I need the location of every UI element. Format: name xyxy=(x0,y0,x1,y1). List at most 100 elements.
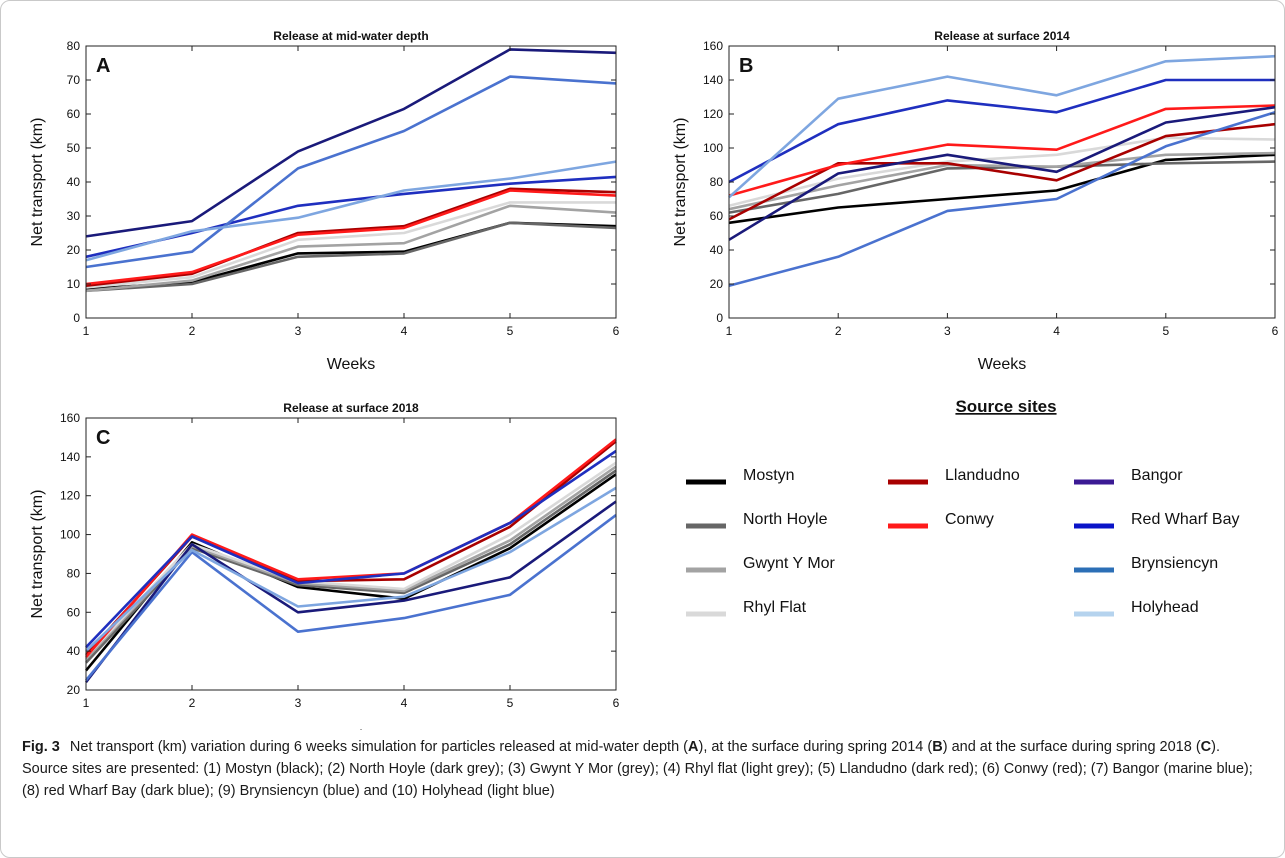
x-tick-label: 4 xyxy=(401,696,408,710)
y-axis-label: Net transport (km) xyxy=(672,118,689,247)
panel-letter: C xyxy=(96,427,110,449)
series-line xyxy=(728,151,1276,211)
legend: Source sites Mostyn North Hoyle Gwynt Y Mo… xyxy=(686,397,1239,617)
caption-fragment: ). Source sites are presented: (1) Mosty… xyxy=(22,739,1253,799)
x-tick-label: 1 xyxy=(726,324,733,338)
panel-title: Release at mid-water depth xyxy=(273,29,428,43)
caption-fragment: ), at the surface during spring 2014 ( xyxy=(698,739,933,755)
y-tick-label: 20 xyxy=(67,683,81,697)
legend-label: Holyhead xyxy=(1131,599,1199,616)
series-line xyxy=(85,221,617,293)
x-tick-label: 6 xyxy=(613,324,620,338)
panel-letter: B xyxy=(739,55,753,77)
x-axis-label: Weeks xyxy=(978,356,1027,373)
series-line xyxy=(728,105,1276,241)
series-line xyxy=(85,449,617,649)
legend-label: Conwy xyxy=(945,511,994,528)
x-axis-label: Weeks xyxy=(327,356,376,373)
y-tick-label: 60 xyxy=(67,107,81,121)
x-tick-label: 1 xyxy=(83,696,90,710)
y-tick-label: 20 xyxy=(67,243,81,257)
figure-charts: Release at mid-water depth01020304050607… xyxy=(29,29,1279,730)
y-tick-label: 60 xyxy=(67,605,81,619)
x-tick-label: 5 xyxy=(507,324,514,338)
x-tick-label: 4 xyxy=(1053,324,1060,338)
series-line xyxy=(85,187,617,287)
series-line xyxy=(728,160,1276,214)
series-line xyxy=(85,486,617,653)
y-tick-label: 120 xyxy=(703,107,723,121)
y-tick-label: 80 xyxy=(710,175,724,189)
y-tick-label: 40 xyxy=(710,243,724,257)
x-tick-label: 6 xyxy=(613,696,620,710)
caption-fragment: Net transport (km) variation during 6 we… xyxy=(69,739,688,755)
y-tick-label: 0 xyxy=(716,311,723,325)
x-tick-label: 1 xyxy=(83,324,90,338)
x-tick-label: 5 xyxy=(507,696,514,710)
y-tick-label: 80 xyxy=(67,566,81,580)
legend-label: Red Wharf Bay xyxy=(1131,511,1239,528)
y-tick-label: 100 xyxy=(703,141,723,155)
y-tick-label: 0 xyxy=(73,311,80,325)
panel-a: Release at mid-water depth 0 10 20 30 40 50 60 7… xyxy=(29,29,620,373)
panel-b: Release at surface 201402040608010012014… xyxy=(672,29,1279,373)
series-line xyxy=(85,48,617,238)
x-tick-label: 2 xyxy=(189,696,196,710)
series-line xyxy=(728,78,1275,184)
series-line xyxy=(84,514,617,682)
caption-text: Net transport (km) variation during 6 we… xyxy=(22,739,1253,799)
panel-title: Release at surface 2014 xyxy=(934,29,1070,43)
legend-label: Mostyn xyxy=(743,467,795,484)
series-line xyxy=(85,440,617,656)
legend-label: Gwynt Y Mor xyxy=(743,555,836,572)
y-tick-label: 50 xyxy=(67,141,81,155)
series-line xyxy=(85,204,617,293)
series-line xyxy=(728,153,1276,225)
legend-label: Llandudno xyxy=(945,467,1020,484)
caption-fragment: ) and at the surface during spring 2018 … xyxy=(942,739,1201,755)
x-tick-label: 6 xyxy=(1272,324,1279,338)
y-tick-label: 140 xyxy=(703,73,723,87)
y-tick-label: 40 xyxy=(67,175,81,189)
x-tick-label: 2 xyxy=(189,324,196,338)
x-tick-label: 3 xyxy=(944,324,951,338)
y-tick-label: 10 xyxy=(67,277,81,291)
series-line xyxy=(728,104,1276,197)
y-tick-label: 160 xyxy=(703,39,723,53)
y-tick-label: 30 xyxy=(67,209,81,223)
caption-fragment: B xyxy=(932,739,943,755)
y-tick-label: 140 xyxy=(60,450,80,464)
y-tick-label: 100 xyxy=(60,528,80,542)
x-axis-label: Weeks xyxy=(327,728,376,730)
y-axis-label: Net transport (km) xyxy=(29,490,46,619)
y-tick-label: 80 xyxy=(67,39,81,53)
y-tick-label: 120 xyxy=(60,489,80,503)
plot-frame xyxy=(85,417,617,691)
x-tick-label: 3 xyxy=(295,696,302,710)
y-tick-label: 160 xyxy=(60,411,80,425)
x-tick-label: 4 xyxy=(401,324,408,338)
y-axis-label: Net transport (km) xyxy=(29,118,46,247)
y-tick-label: 40 xyxy=(67,644,81,658)
x-tick-label: 2 xyxy=(835,324,842,338)
legend-label: Rhyl Flat xyxy=(743,599,807,616)
series-line xyxy=(85,160,617,262)
series-line xyxy=(85,465,617,660)
panel-c: Release at surface 2018 20 40 60 80 100 120 140… xyxy=(29,401,620,730)
series-line xyxy=(85,75,617,269)
caption-fragment: A xyxy=(688,739,699,755)
caption-fragment: C xyxy=(1200,739,1212,755)
x-tick-label: 3 xyxy=(295,324,302,338)
series-line xyxy=(728,54,1276,199)
series-line xyxy=(85,201,616,289)
series-line xyxy=(728,122,1276,221)
y-tick-label: 60 xyxy=(710,209,724,223)
figure-label: Fig. 3 xyxy=(22,739,60,755)
legend-label: Brynsiencyn xyxy=(1131,555,1218,572)
figure-caption: Fig. 3 Net transport (km) variation durin… xyxy=(22,736,1262,802)
legend-title: Source sites xyxy=(955,397,1056,416)
y-tick-label: 70 xyxy=(67,73,81,87)
y-tick-label: 20 xyxy=(710,277,724,291)
legend-label: North Hoyle xyxy=(743,511,828,528)
panel-title: Release at surface 2018 xyxy=(283,401,419,415)
